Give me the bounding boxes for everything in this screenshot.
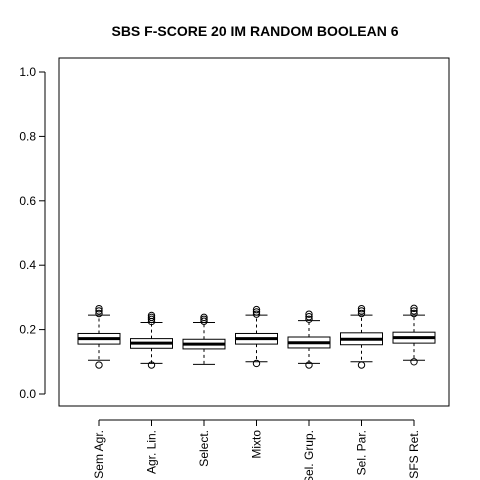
outlier-point — [252, 359, 261, 368]
y-tick-label: 0.2 — [19, 323, 36, 337]
outlier-point — [147, 361, 156, 369]
y-tick-label: 0.0 — [19, 387, 36, 401]
outlier-point — [357, 309, 366, 318]
box-4 — [235, 305, 278, 368]
outlier-point — [95, 307, 103, 315]
chart-title: SBS F-SCORE 20 IM RANDOM BOOLEAN 6 — [111, 23, 398, 39]
outlier-point — [410, 358, 418, 366]
outlier-point — [305, 315, 313, 323]
outlier-point — [200, 313, 208, 322]
x-tick-label: Agr. Lin. — [145, 430, 159, 474]
outlier-point — [95, 361, 103, 369]
y-tick-label: 0.4 — [19, 258, 36, 272]
outlier-point — [252, 308, 261, 316]
box-1 — [77, 304, 121, 369]
box-6 — [340, 304, 383, 369]
outlier-point — [95, 304, 103, 313]
y-tick-label: 1.0 — [19, 65, 36, 79]
y-tick-label: 0.8 — [19, 129, 36, 143]
outlier-point — [305, 313, 313, 321]
x-tick-label: Sel. Par. — [355, 430, 369, 475]
box-series — [77, 304, 436, 369]
outlier-point — [410, 309, 418, 318]
outlier-point — [147, 315, 156, 323]
box-5 — [287, 310, 331, 369]
x-axis: Sem Agr. Agr. Lin. Select. Mixto Sel. Grup. S… — [92, 419, 421, 480]
y-axis: 0.0 0.2 0.4 0.6 0.8 1.0 — [19, 65, 46, 401]
outlier-point — [357, 307, 366, 315]
x-tick-label: Sem Agr. — [92, 430, 106, 479]
outlier-point — [357, 361, 366, 369]
box-7 — [392, 304, 436, 366]
x-tick-label: Select. — [197, 430, 211, 467]
outlier-point — [252, 305, 261, 314]
y-tick-label: 0.6 — [19, 194, 36, 208]
outlier-point — [200, 315, 208, 323]
outlier-point — [305, 310, 313, 318]
outlier-point — [410, 307, 418, 315]
outlier-point — [357, 304, 366, 313]
outlier-point — [305, 361, 313, 369]
outlier-point — [147, 311, 156, 320]
outlier-point — [252, 310, 261, 318]
outlier-point — [147, 313, 156, 322]
outlier-point — [200, 317, 208, 325]
box-2 — [130, 311, 173, 369]
box-3 — [182, 313, 226, 365]
x-tick-label: Sel. Grup. — [302, 430, 316, 480]
plot-area-frame — [58, 57, 450, 407]
outlier-point — [410, 304, 418, 313]
x-tick-label: SFS Ret. — [407, 430, 421, 479]
outlier-point — [95, 309, 103, 318]
x-tick-label: Mixto — [250, 430, 264, 459]
